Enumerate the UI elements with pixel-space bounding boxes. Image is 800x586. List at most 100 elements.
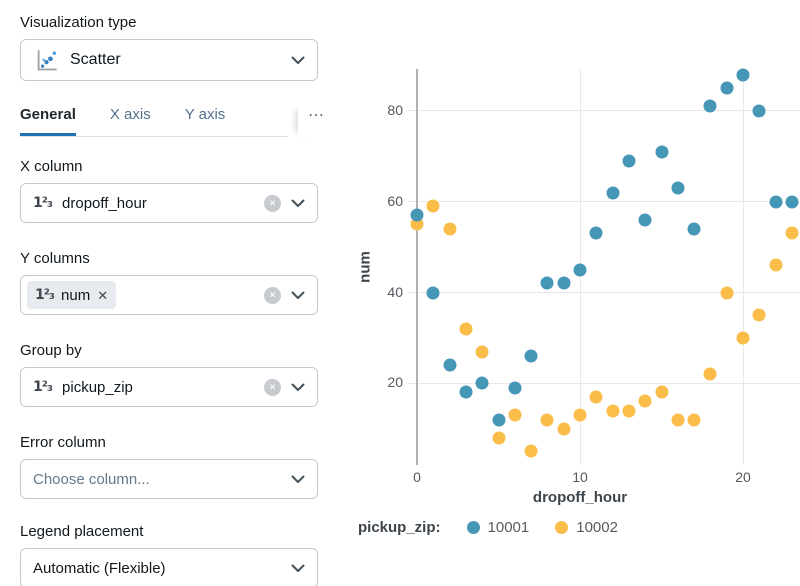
data-point[interactable] <box>443 222 457 236</box>
legend-marker <box>466 521 480 534</box>
gridline-y <box>408 110 800 112</box>
data-point[interactable] <box>622 404 636 418</box>
y-column-chip[interactable]: num <box>27 281 117 309</box>
data-point[interactable] <box>606 404 620 418</box>
data-point[interactable] <box>720 286 734 299</box>
data-point[interactable] <box>459 385 473 399</box>
legend-label: 10002 <box>576 519 618 536</box>
x-column-label: X column <box>20 158 83 175</box>
data-point[interactable] <box>785 226 799 240</box>
data-point[interactable] <box>508 381 522 395</box>
data-point[interactable] <box>720 81 734 95</box>
tab-x-axis[interactable]: X axis <box>109 106 151 123</box>
data-point[interactable] <box>736 331 750 345</box>
gridline-y <box>408 292 800 293</box>
data-point[interactable] <box>492 413 505 427</box>
data-point[interactable] <box>524 444 538 458</box>
legend-title: pickup_zip: <box>358 519 441 536</box>
data-point[interactable] <box>687 222 701 236</box>
legend-item[interactable]: 10002 <box>555 519 618 536</box>
data-point[interactable] <box>703 99 717 113</box>
more-tabs-button[interactable]: ⋯ <box>298 105 328 137</box>
data-point[interactable] <box>492 431 505 445</box>
data-point[interactable] <box>589 390 603 404</box>
data-point[interactable] <box>671 413 685 427</box>
data-point[interactable] <box>573 408 587 422</box>
data-point[interactable] <box>622 154 636 168</box>
y-columns-select[interactable]: num <box>20 275 318 315</box>
y-tick-label: 20 <box>387 374 403 391</box>
data-point[interactable] <box>769 258 783 272</box>
data-point[interactable] <box>475 345 489 359</box>
config-panel: Visualization type Scatter General X axi… <box>0 0 340 586</box>
data-point[interactable] <box>736 68 750 82</box>
data-point[interactable] <box>475 376 489 390</box>
data-point[interactable] <box>655 145 668 159</box>
viz-type-value: Scatter <box>70 51 121 68</box>
numeric-type-icon <box>33 196 52 210</box>
data-point[interactable] <box>606 186 620 200</box>
group-by-label: Group by <box>20 342 82 359</box>
legend-placement-select[interactable]: Automatic (Flexible) <box>20 548 318 586</box>
data-point[interactable] <box>589 226 603 240</box>
viz-type-label: Visualization type <box>20 14 137 31</box>
data-point[interactable] <box>557 276 571 290</box>
legend-placement-field: Legend placement Automatic (Flexible) <box>20 523 340 586</box>
y-column-chip-value: num <box>61 286 91 304</box>
data-point[interactable] <box>524 349 538 363</box>
x-column-select[interactable]: dropoff_hour <box>20 183 318 223</box>
y-tick-label: 40 <box>387 283 403 300</box>
data-point[interactable] <box>557 422 571 436</box>
data-point[interactable] <box>752 308 766 322</box>
data-point[interactable] <box>687 413 701 427</box>
data-point[interactable] <box>769 195 783 209</box>
y-columns-field: Y columns num <box>20 250 340 315</box>
data-point[interactable] <box>410 208 424 222</box>
error-column-field: Error column Choose column... <box>20 434 340 499</box>
group-by-value: pickup_zip <box>62 378 133 396</box>
data-point[interactable] <box>655 385 668 399</box>
scatter-chart-icon <box>37 49 57 70</box>
data-point[interactable] <box>426 199 440 213</box>
data-point[interactable] <box>508 408 522 422</box>
group-by-select[interactable]: pickup_zip <box>20 367 318 407</box>
x-axis-title: dropoff_hour <box>532 489 628 506</box>
y-axis-title: num <box>356 251 374 283</box>
data-point[interactable] <box>638 394 652 408</box>
chevron-down-icon <box>291 199 305 208</box>
clear-selection-icon[interactable] <box>264 194 281 212</box>
data-point[interactable] <box>703 367 717 381</box>
y-tick-label: 80 <box>387 101 403 118</box>
legend-label: 10001 <box>487 519 530 536</box>
data-point[interactable] <box>785 195 799 209</box>
gridline-y <box>408 201 800 203</box>
data-point[interactable] <box>638 213 652 227</box>
x-column-value: dropoff_hour <box>62 194 147 212</box>
data-point[interactable] <box>459 322 473 336</box>
chart: num dropoff_hour pickup_zip: 10001 10002 … <box>340 0 800 586</box>
settings-tabs: General X axis Y axis ⋯ <box>20 105 324 137</box>
remove-chip-icon[interactable] <box>97 289 108 302</box>
legend-marker <box>555 521 569 534</box>
data-point[interactable] <box>540 413 554 427</box>
data-point[interactable] <box>426 286 440 299</box>
error-column-select[interactable]: Choose column... <box>20 459 318 499</box>
data-point[interactable] <box>752 104 766 118</box>
viz-type-select[interactable]: Scatter <box>20 39 318 81</box>
tab-y-axis[interactable]: Y axis <box>184 106 226 123</box>
data-point[interactable] <box>573 263 587 277</box>
data-point[interactable] <box>671 181 685 195</box>
numeric-type-icon <box>33 380 52 394</box>
clear-selection-icon[interactable] <box>264 378 281 396</box>
data-point[interactable] <box>540 276 554 290</box>
gridline-x <box>742 69 744 465</box>
chart-legend: pickup_zip: 10001 10002 <box>358 519 618 536</box>
data-point[interactable] <box>443 358 457 372</box>
x-tick-label: 10 <box>572 469 588 485</box>
tab-general[interactable]: General <box>20 106 76 136</box>
gridline-y <box>408 382 800 384</box>
legend-item[interactable]: 10001 <box>466 519 530 536</box>
error-column-placeholder: Choose column... <box>33 470 150 488</box>
clear-selection-icon[interactable] <box>264 286 281 304</box>
